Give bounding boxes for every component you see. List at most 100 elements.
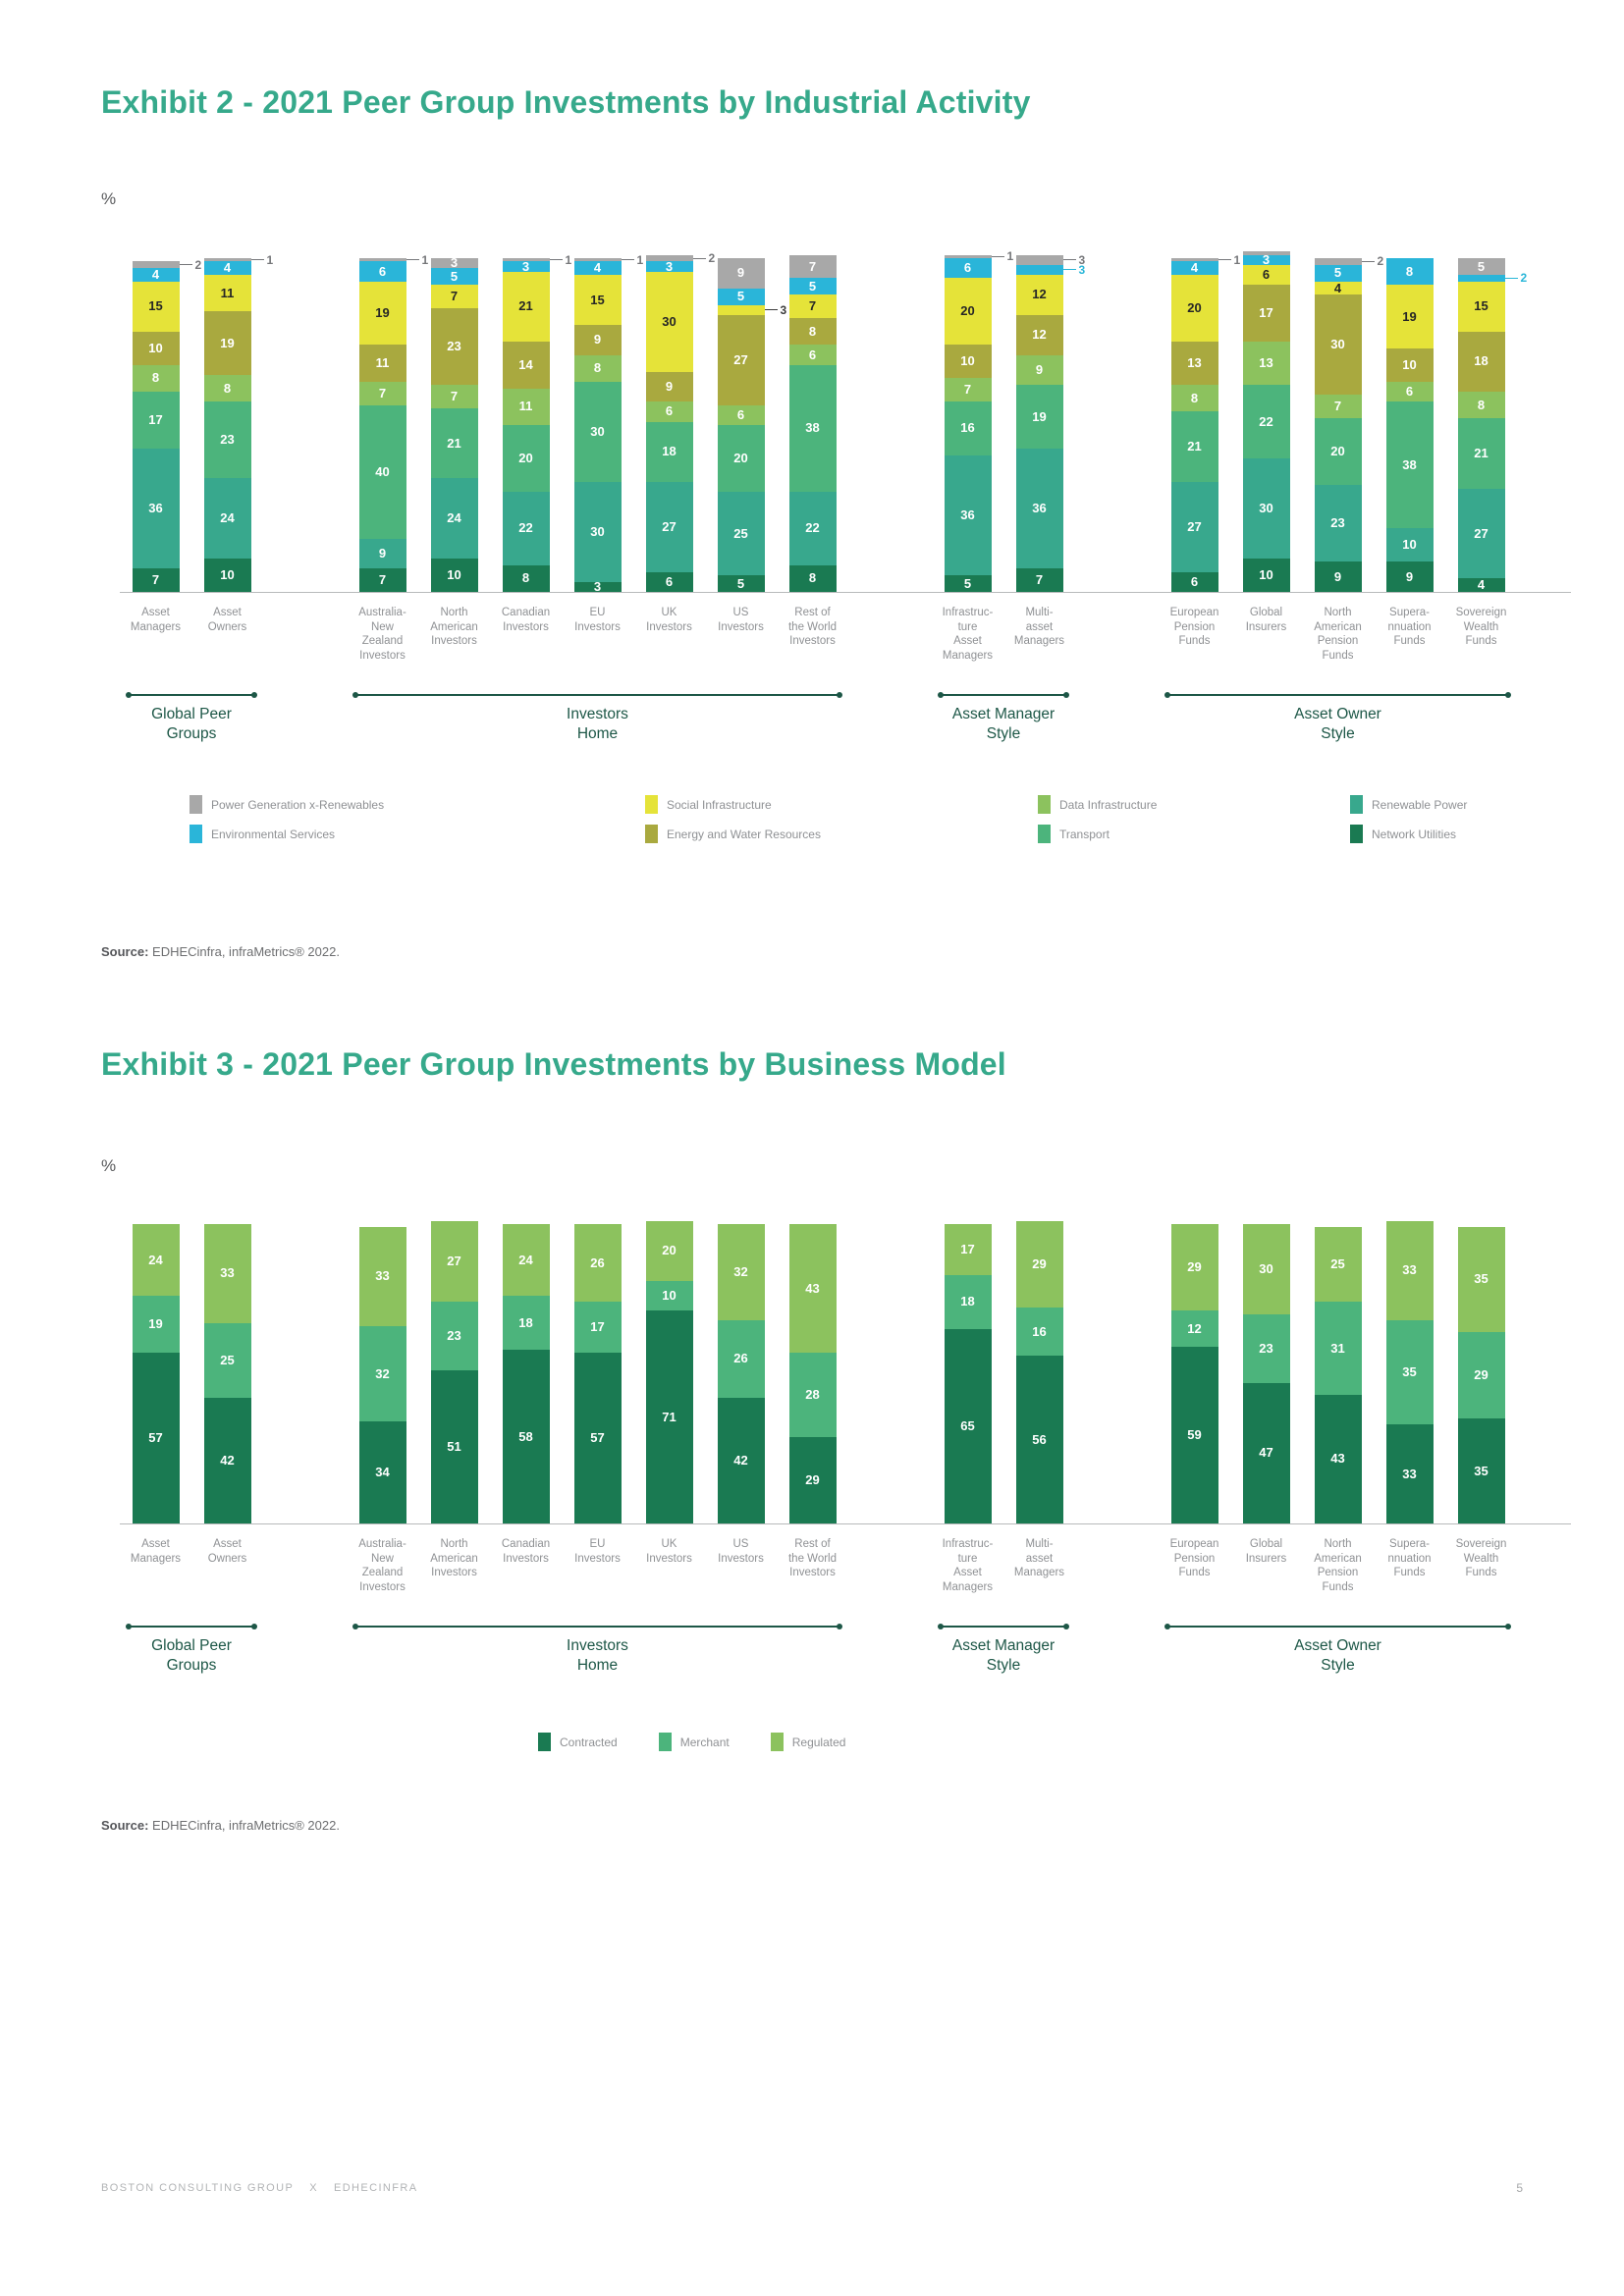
segment-value: 7 bbox=[151, 572, 160, 588]
segment-value: 25 bbox=[220, 1352, 235, 1367]
group-label: Asset Manager Style bbox=[951, 706, 1056, 742]
segment-value: 7 bbox=[378, 572, 387, 588]
segment-value: 9 bbox=[1035, 361, 1044, 377]
segment-value: 19 bbox=[375, 305, 390, 321]
bar-segment-rp: 27 bbox=[1457, 488, 1505, 579]
stacked-bar: 8 22 20 11 14 21 3 1 bbox=[502, 254, 571, 592]
segment-value: 9 bbox=[665, 378, 674, 394]
segment-value: 35 bbox=[1474, 1271, 1489, 1287]
bar-segment-c: 57 bbox=[573, 1353, 622, 1523]
category-label: Rest of the World Investors bbox=[787, 1538, 837, 1578]
group-axis-line bbox=[938, 1624, 1069, 1629]
bar-segment-ew: 18 bbox=[1457, 331, 1505, 393]
segment-value: 9 bbox=[593, 332, 602, 347]
bar-cell: 9 10 38 6 10 19 8 bbox=[1374, 258, 1445, 592]
bar-segment-si: 20 bbox=[1170, 275, 1218, 343]
source-text: EDHECinfra, infraMetrics® 2022. bbox=[152, 944, 340, 959]
stacked-bar: 7 36 19 9 12 12 3 3 bbox=[1015, 254, 1085, 592]
bar-segment-m: 16 bbox=[1015, 1308, 1063, 1357]
segment-value: 8 bbox=[1477, 397, 1486, 412]
bar-cell: 4 27 21 8 18 15 2 5 bbox=[1445, 258, 1527, 592]
segment-value: 43 bbox=[1330, 1451, 1345, 1467]
bar-segment-si: 19 bbox=[1385, 285, 1434, 348]
stacked-bar: 6 27 21 8 13 20 4 1 bbox=[1170, 254, 1240, 592]
bar-cell: 35 29 35 bbox=[1445, 1227, 1517, 1523]
bar-segment-ew: 11 bbox=[358, 345, 406, 382]
exhibit3-chart: 57 19 24 42 25 33 Asset Managers Asset Owners Glob… bbox=[120, 1220, 1571, 1676]
bar-segment-es: 8 bbox=[1385, 258, 1434, 286]
bar-segment-nu: 3 bbox=[573, 580, 622, 593]
bar-segment-pg: 5 bbox=[1457, 258, 1505, 276]
segment-value: 12 bbox=[1032, 327, 1047, 343]
bar-cell: 42 25 33 bbox=[191, 1224, 263, 1523]
bar-segment-pg: 2 bbox=[645, 252, 715, 264]
segment-value: 29 bbox=[1187, 1259, 1202, 1275]
bar-segment-es: 6 bbox=[358, 261, 406, 282]
segment-value: 20 bbox=[1187, 300, 1202, 316]
segment-value: 18 bbox=[960, 1294, 975, 1309]
exhibit3-legend: Contracted Merchant Regulated bbox=[538, 1733, 845, 1751]
footer-separator: X bbox=[309, 2182, 318, 2194]
bar-cell: 71 10 20 bbox=[633, 1220, 705, 1523]
legend-label: Transport bbox=[1059, 827, 1110, 841]
bar-cell: 9 23 20 7 30 4 5 2 bbox=[1302, 255, 1383, 592]
legend-item: Social Infrastructure bbox=[645, 795, 1038, 814]
bar-cell: 7 36 17 8 10 15 4 2 bbox=[120, 259, 201, 592]
segment-value: 8 bbox=[808, 323, 817, 339]
segment-value: 10 bbox=[1402, 537, 1417, 553]
segment-value: 40 bbox=[375, 463, 390, 479]
segment-value: 7 bbox=[1333, 399, 1342, 414]
stacked-bar: 29 28 43 bbox=[788, 1224, 837, 1523]
segment-value-callout: 1 bbox=[406, 254, 429, 266]
category-label: Global Insurers bbox=[1245, 607, 1287, 633]
category-label: US Investors bbox=[718, 607, 764, 633]
category-label: Asset Managers bbox=[130, 607, 182, 633]
stacked-bar: 7 36 17 8 10 15 4 2 bbox=[132, 259, 201, 592]
segment-value: 15 bbox=[1474, 298, 1489, 314]
bar-segment-m: 10 bbox=[645, 1280, 693, 1311]
stacked-bar: 7 9 40 7 11 19 6 1 bbox=[358, 254, 428, 592]
stacked-bar: 9 10 38 6 10 19 8 bbox=[1385, 258, 1434, 592]
segment-value: 10 bbox=[960, 353, 975, 369]
bar-cell: 6 27 18 6 9 30 3 2 bbox=[633, 252, 715, 592]
bar-cell: 10 24 21 7 23 7 5 3 bbox=[418, 256, 490, 592]
segment-value: 20 bbox=[662, 1243, 677, 1258]
segment-value: 36 bbox=[148, 501, 163, 515]
stacked-bar: 43 31 25 bbox=[1314, 1227, 1362, 1523]
stacked-bar: 57 17 26 bbox=[573, 1224, 622, 1523]
bar-cell: 42 26 32 bbox=[705, 1224, 777, 1523]
legend-label: Social Infrastructure bbox=[667, 797, 772, 812]
segment-value: 13 bbox=[1259, 355, 1273, 371]
segment-value: 9 bbox=[1333, 568, 1342, 584]
bars-row: 6 27 21 8 13 20 4 1 10 30 22 13 17 6 3 9 23 20 7 30 4 5 2 9 10 38… bbox=[1159, 251, 1527, 592]
bar-segment-ew: 14 bbox=[502, 342, 550, 389]
group-label: Global Peer Groups bbox=[151, 706, 232, 742]
stacked-bar: 9 23 20 7 30 4 5 2 bbox=[1314, 255, 1383, 592]
group-label: Investors Home bbox=[567, 706, 628, 742]
bar-segment-nu: 4 bbox=[1457, 578, 1505, 592]
page-number: 5 bbox=[1516, 2181, 1523, 2195]
bar-segment-c: 34 bbox=[358, 1421, 406, 1523]
legend-swatch bbox=[189, 795, 202, 814]
segment-value: 29 bbox=[805, 1471, 820, 1487]
bar-segment-m: 19 bbox=[132, 1296, 180, 1354]
bars-row: 34 32 33 51 23 27 58 18 24 57 17 26 71 10 20 42 26 32 29 28… bbox=[347, 1220, 848, 1523]
segment-value: 3 bbox=[1262, 251, 1271, 267]
segment-value: 6 bbox=[665, 403, 674, 419]
bar-segment-es: 4 bbox=[1170, 261, 1218, 276]
segment-value-callout: 2 bbox=[693, 252, 716, 264]
bar-segment-rp: 30 bbox=[573, 481, 622, 582]
bar-cell: 51 23 27 bbox=[418, 1220, 490, 1523]
category-label: Asset Owners bbox=[207, 607, 247, 633]
stacked-bar: 5 25 20 6 27 3 5 9 bbox=[717, 258, 786, 592]
segment-value: 6 bbox=[736, 406, 745, 422]
bar-segment-c: 51 bbox=[430, 1370, 478, 1523]
category-label: Canadian Investors bbox=[501, 1538, 551, 1565]
legend-label: Environmental Services bbox=[211, 827, 336, 841]
legend-item: Energy and Water Resources bbox=[645, 825, 1038, 843]
segment-value: 25 bbox=[733, 525, 748, 541]
segment-value: 10 bbox=[220, 567, 235, 582]
x-axis-line bbox=[120, 592, 1571, 593]
stacked-bar: 51 23 27 bbox=[430, 1220, 478, 1523]
bar-segment-si: 20 bbox=[944, 278, 992, 346]
